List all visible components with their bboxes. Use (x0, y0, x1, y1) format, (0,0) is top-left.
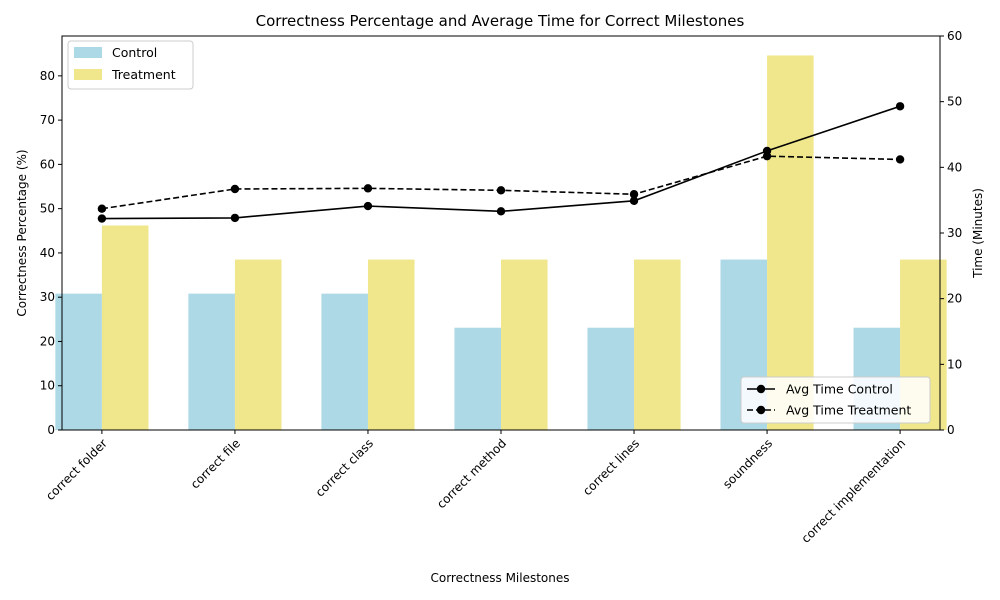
x-tick-label: correct implementation (799, 436, 909, 546)
legend-label: Treatment (111, 67, 176, 82)
y-tick-label: 40 (40, 246, 55, 260)
marker-avg-time-control (363, 201, 373, 211)
marker-avg-time-control (97, 214, 107, 223)
marker-avg-time-control (496, 207, 506, 216)
bar-control (55, 293, 102, 430)
y-tick-label: 30 (40, 290, 55, 304)
marker-avg-time-control (895, 102, 905, 111)
y-tick-label: 60 (40, 157, 55, 171)
y2-axis-label: Time (Minutes) (971, 188, 985, 279)
legend-label: Avg Time Control (786, 382, 893, 397)
bar-treatment (234, 259, 282, 430)
marker-avg-time-treatment (895, 155, 905, 164)
legend-bars: Control Treatment (67, 40, 194, 90)
chart-title: Correctness Percentage and Average Time … (256, 12, 745, 30)
bar-treatment (101, 225, 149, 430)
legend-marker (756, 384, 766, 394)
marker-avg-time-control (230, 213, 240, 223)
x-tick-label: soundness (720, 436, 775, 491)
x-axis-label: Correctness Milestones (430, 571, 569, 585)
y2-tick-label: 50 (947, 95, 962, 109)
x-tick-label: correct folder (43, 436, 110, 503)
legend-swatch-treatment (74, 69, 102, 80)
legend-lines: Avg Time Control Avg Time Treatment (740, 376, 931, 424)
legend-lines-box (740, 376, 931, 424)
y2-tick-label: 0 (947, 423, 955, 437)
y2-tick-label: 20 (947, 292, 962, 306)
y2-tick-label: 60 (947, 29, 962, 43)
marker-avg-time-treatment (762, 151, 772, 161)
bar-control (321, 293, 368, 430)
marker-avg-time-treatment (97, 204, 107, 213)
x-tick-label: correct class (313, 436, 376, 499)
marker-avg-time-treatment (363, 184, 373, 193)
y-tick-label: 10 (40, 379, 55, 393)
legend-marker (756, 405, 766, 415)
marker-avg-time-treatment (629, 190, 639, 199)
bar-treatment (634, 259, 681, 430)
bar-control (188, 293, 235, 430)
y-tick-label: 0 (47, 423, 55, 437)
y-axis-label: Correctness Percentage (%) (15, 149, 29, 316)
x-tick-label: correct method (434, 436, 509, 511)
y2-tick-label: 30 (947, 226, 962, 240)
legend-swatch-control (74, 47, 102, 58)
legend-label: Control (112, 45, 157, 60)
y-tick-label: 80 (40, 69, 55, 83)
marker-avg-time-treatment (496, 186, 506, 195)
x-tick-label: correct file (188, 436, 243, 491)
marker-avg-time-control (629, 196, 639, 206)
y-tick-label: 20 (40, 334, 55, 348)
lines-layer (97, 102, 905, 223)
bar-control (587, 327, 635, 430)
y2-tick-label: 10 (947, 357, 962, 371)
legend-label: Avg Time Treatment (786, 403, 911, 418)
bar-treatment (367, 259, 415, 430)
bars-layer (55, 55, 947, 431)
bar-control (454, 327, 501, 430)
marker-avg-time-treatment (230, 184, 240, 194)
y-tick-label: 70 (40, 113, 55, 127)
bar-treatment (767, 55, 814, 431)
y-tick-label: 50 (40, 202, 55, 216)
x-tick-label: correct lines (580, 436, 642, 498)
bar-treatment (501, 259, 548, 430)
y2-tick-label: 40 (947, 160, 962, 174)
